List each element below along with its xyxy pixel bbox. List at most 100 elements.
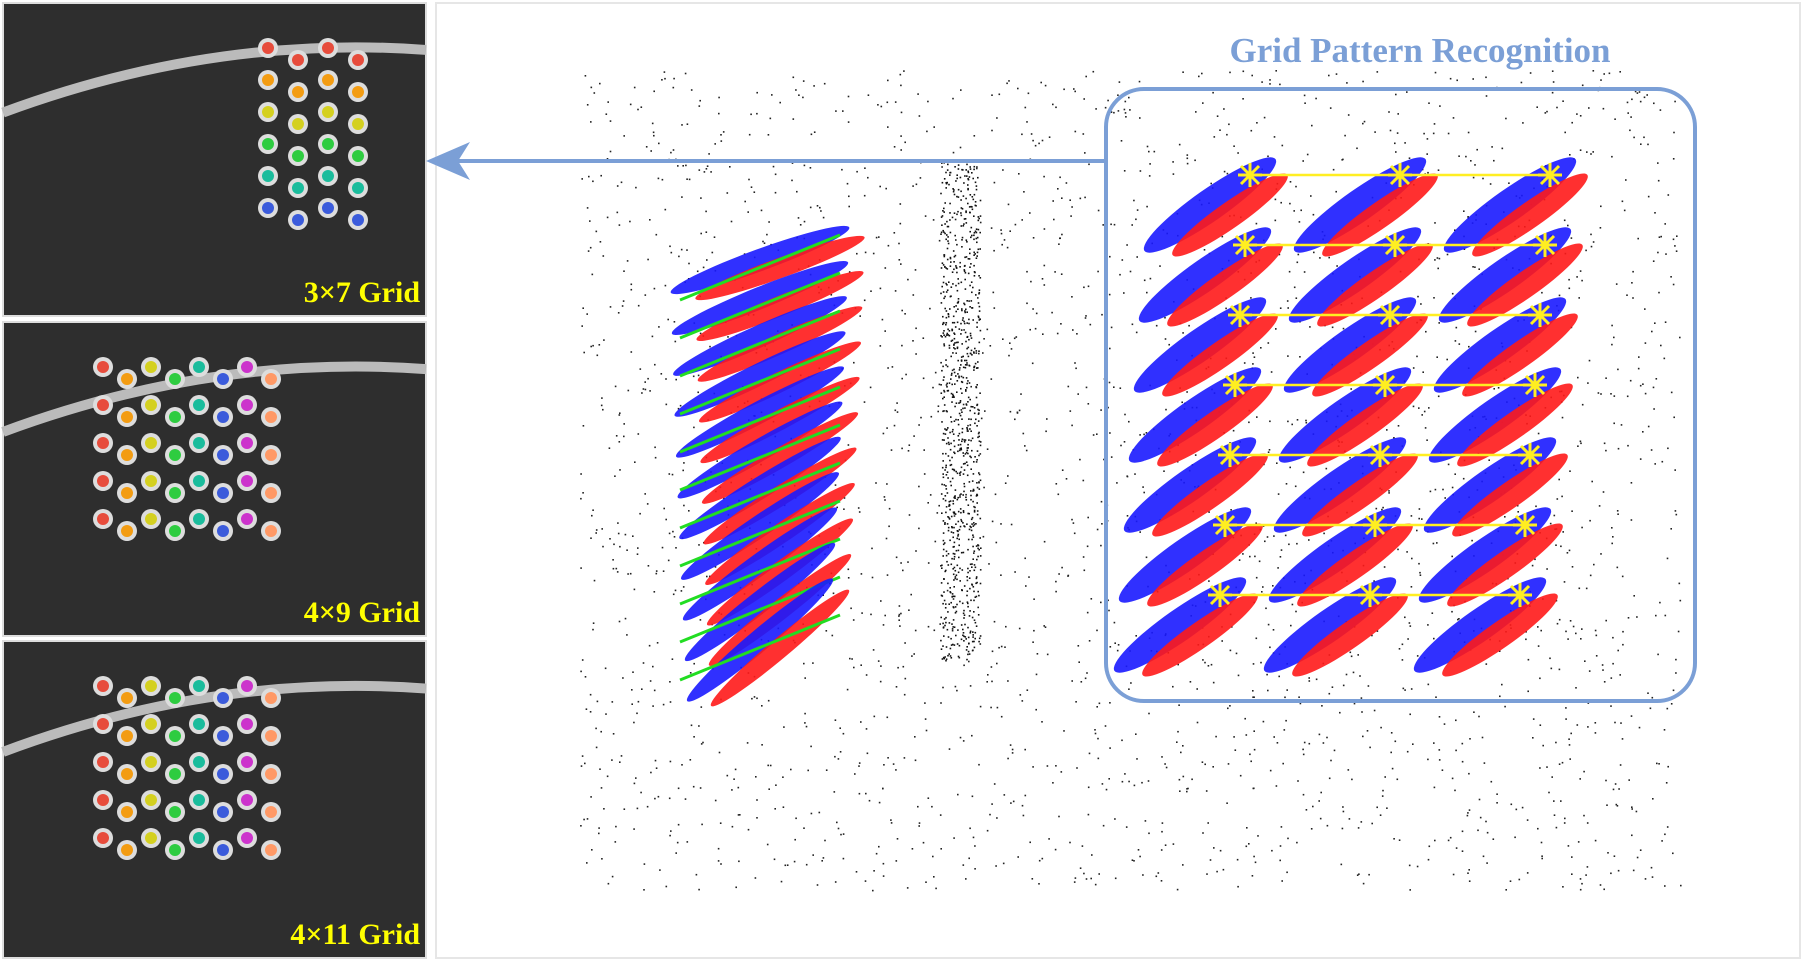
- cloud-point: [972, 836, 975, 839]
- cloud-point: [1653, 102, 1655, 105]
- cloud-point: [971, 234, 973, 237]
- cloud-point: [714, 799, 717, 802]
- cloud-point: [978, 319, 981, 321]
- cloud-point: [947, 564, 950, 566]
- cloud-point: [1038, 142, 1040, 145]
- cloud-point: [1267, 155, 1269, 158]
- cloud-point: [1658, 236, 1661, 238]
- cloud-point: [1576, 276, 1578, 278]
- cloud-point: [1486, 862, 1488, 864]
- cloud-point: [584, 762, 586, 765]
- cloud-point: [1256, 122, 1258, 124]
- cloud-point: [913, 653, 915, 655]
- cloud-point: [1146, 205, 1148, 208]
- cloud-point: [1664, 833, 1666, 836]
- cloud-point: [982, 535, 985, 538]
- cloud-point: [1663, 357, 1666, 360]
- cloud-point: [982, 352, 984, 354]
- cloud-point: [1245, 734, 1248, 736]
- cloud-point: [589, 711, 592, 713]
- cloud-point: [990, 227, 993, 229]
- cloud-point: [1406, 91, 1408, 93]
- pin-marker: [322, 138, 334, 150]
- cloud-point: [941, 658, 944, 660]
- cloud-point: [1123, 292, 1125, 294]
- cloud-point: [970, 498, 972, 501]
- cloud-point: [978, 435, 980, 438]
- cloud-point: [996, 662, 998, 665]
- cloud-point: [965, 461, 968, 463]
- cloud-point: [796, 190, 798, 193]
- cloud-point: [1367, 685, 1370, 687]
- cloud-point: [1019, 694, 1022, 696]
- grid-star: [1533, 233, 1557, 257]
- grid-star: [1388, 163, 1412, 187]
- cloud-point: [756, 112, 758, 115]
- cloud-point: [882, 787, 884, 790]
- cloud-point: [699, 99, 701, 102]
- point-streak: [1317, 243, 1433, 327]
- pin-marker: [217, 449, 229, 461]
- cloud-point: [875, 236, 878, 239]
- cloud-point: [756, 799, 758, 801]
- cloud-point: [1581, 526, 1583, 529]
- cloud-point: [947, 553, 950, 555]
- cloud-point: [864, 880, 867, 882]
- cloud-point: [960, 225, 963, 227]
- cloud-point: [979, 582, 982, 585]
- cloud-point: [1371, 634, 1373, 637]
- cloud-point: [1121, 739, 1123, 742]
- cloud-point: [948, 653, 950, 655]
- cloud-point: [952, 500, 954, 502]
- cloud-point: [686, 841, 689, 843]
- cloud-point: [913, 435, 915, 437]
- grid-star: [1218, 443, 1242, 467]
- cloud-point: [954, 383, 956, 385]
- cloud-point: [966, 352, 969, 355]
- cloud-point: [1482, 177, 1484, 180]
- cloud-point: [847, 444, 850, 446]
- cloud-point: [701, 823, 703, 826]
- cloud-point: [965, 210, 967, 212]
- cloud-point: [1082, 133, 1085, 135]
- cloud-point: [941, 215, 944, 217]
- cloud-point: [1562, 100, 1564, 102]
- cloud-point: [1634, 90, 1637, 93]
- cloud-point: [593, 579, 596, 582]
- cloud-point: [878, 801, 881, 804]
- cloud-point: [1563, 822, 1566, 824]
- cloud-point: [1666, 707, 1669, 710]
- cloud-point: [978, 431, 980, 434]
- cloud-point: [966, 658, 968, 661]
- cloud-point: [1254, 861, 1257, 864]
- cloud-point: [1077, 645, 1080, 647]
- cloud-point: [1312, 805, 1314, 808]
- cloud-point: [1579, 778, 1581, 780]
- cloud-point: [963, 614, 966, 616]
- cloud-point: [1101, 523, 1103, 525]
- cloud-point: [978, 310, 981, 312]
- cloud-point: [1302, 753, 1305, 756]
- cloud-point: [580, 497, 582, 500]
- cloud-point: [947, 526, 950, 529]
- cloud-point: [1565, 630, 1567, 633]
- cloud-point: [782, 776, 784, 778]
- cloud-point: [655, 572, 658, 575]
- cloud-point: [937, 410, 939, 413]
- cloud-point: [941, 262, 944, 264]
- cloud-point: [953, 555, 956, 558]
- cloud-point: [644, 493, 646, 495]
- cloud-point: [973, 215, 975, 217]
- cloud-point: [978, 454, 980, 457]
- cloud-point: [975, 625, 978, 627]
- cloud-point: [949, 308, 951, 310]
- cloud-point: [1011, 752, 1014, 754]
- pin-marker: [145, 756, 157, 768]
- cloud-point: [1603, 73, 1605, 75]
- cloud-point: [977, 219, 980, 222]
- cloud-point: [729, 166, 731, 168]
- cloud-point: [1581, 882, 1583, 885]
- cloud-point: [1618, 788, 1620, 790]
- cloud-point: [1526, 872, 1529, 874]
- cloud-point: [1148, 712, 1150, 715]
